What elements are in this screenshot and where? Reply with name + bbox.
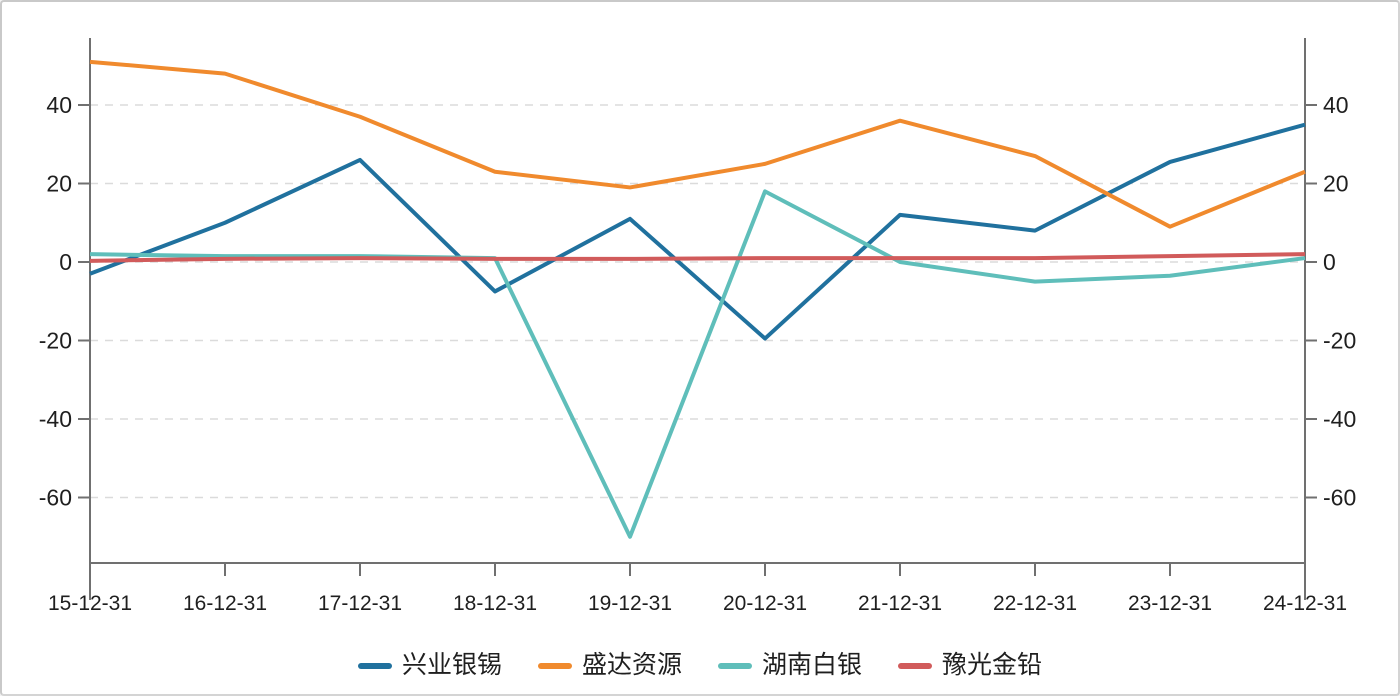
y-tick-label-right: -40 xyxy=(1323,406,1356,432)
chart-legend: 兴业银锡 盛达资源 湖南白银 豫光金铅 xyxy=(2,653,1398,678)
y-tick-label-left: -40 xyxy=(39,406,72,432)
x-tick-label: 23-12-31 xyxy=(1128,592,1212,615)
x-tick-label: 17-12-31 xyxy=(318,592,402,615)
x-tick-label: 22-12-31 xyxy=(993,592,1077,615)
y-tick-label-left: -60 xyxy=(39,485,72,511)
x-tick-label: 16-12-31 xyxy=(183,592,267,615)
legend-label-2: 湖南白银 xyxy=(762,651,863,679)
legend-item-2[interactable]: 湖南白银 xyxy=(718,653,862,678)
x-tick-label: 18-12-31 xyxy=(453,592,537,615)
y-tick-label-right: -60 xyxy=(1323,485,1356,511)
legend-swatch-0 xyxy=(357,662,392,669)
y-tick-label-left: 40 xyxy=(46,92,72,118)
y-tick-label-right: -20 xyxy=(1323,328,1356,354)
series-line-1 xyxy=(89,59,1306,229)
y-tick-label-left: 0 xyxy=(59,249,72,275)
legend-item-3[interactable]: 豫光金铅 xyxy=(898,653,1042,678)
legend-swatch-1 xyxy=(537,662,572,669)
y-tick-label-left: -20 xyxy=(39,328,72,354)
legend-swatch-2 xyxy=(718,662,752,669)
legend-item-0[interactable]: 兴业银锡 xyxy=(357,651,502,679)
y-tick-label-right: 40 xyxy=(1323,92,1349,118)
series-line-3 xyxy=(89,252,1306,263)
series-line-2 xyxy=(89,189,1306,539)
x-tick-label: 19-12-31 xyxy=(588,592,672,615)
x-tick-label: 21-12-31 xyxy=(858,592,942,615)
y-tick-label-right: 0 xyxy=(1323,249,1336,275)
x-tick-label: 20-12-31 xyxy=(723,592,807,615)
legend-label-0: 兴业银锡 xyxy=(401,651,502,679)
legend-label-3: 豫光金铅 xyxy=(942,651,1043,679)
series-line-0 xyxy=(89,122,1306,341)
x-tick-label: 24-12-31 xyxy=(1263,592,1347,615)
legend-item-1[interactable]: 盛达资源 xyxy=(537,651,682,679)
legend-swatch-3 xyxy=(898,662,933,669)
legend-label-1: 盛达资源 xyxy=(581,651,682,679)
y-tick-label-right: 20 xyxy=(1323,171,1349,197)
y-tick-label-left: 20 xyxy=(46,171,72,197)
x-tick-label: 15-12-31 xyxy=(48,592,132,615)
